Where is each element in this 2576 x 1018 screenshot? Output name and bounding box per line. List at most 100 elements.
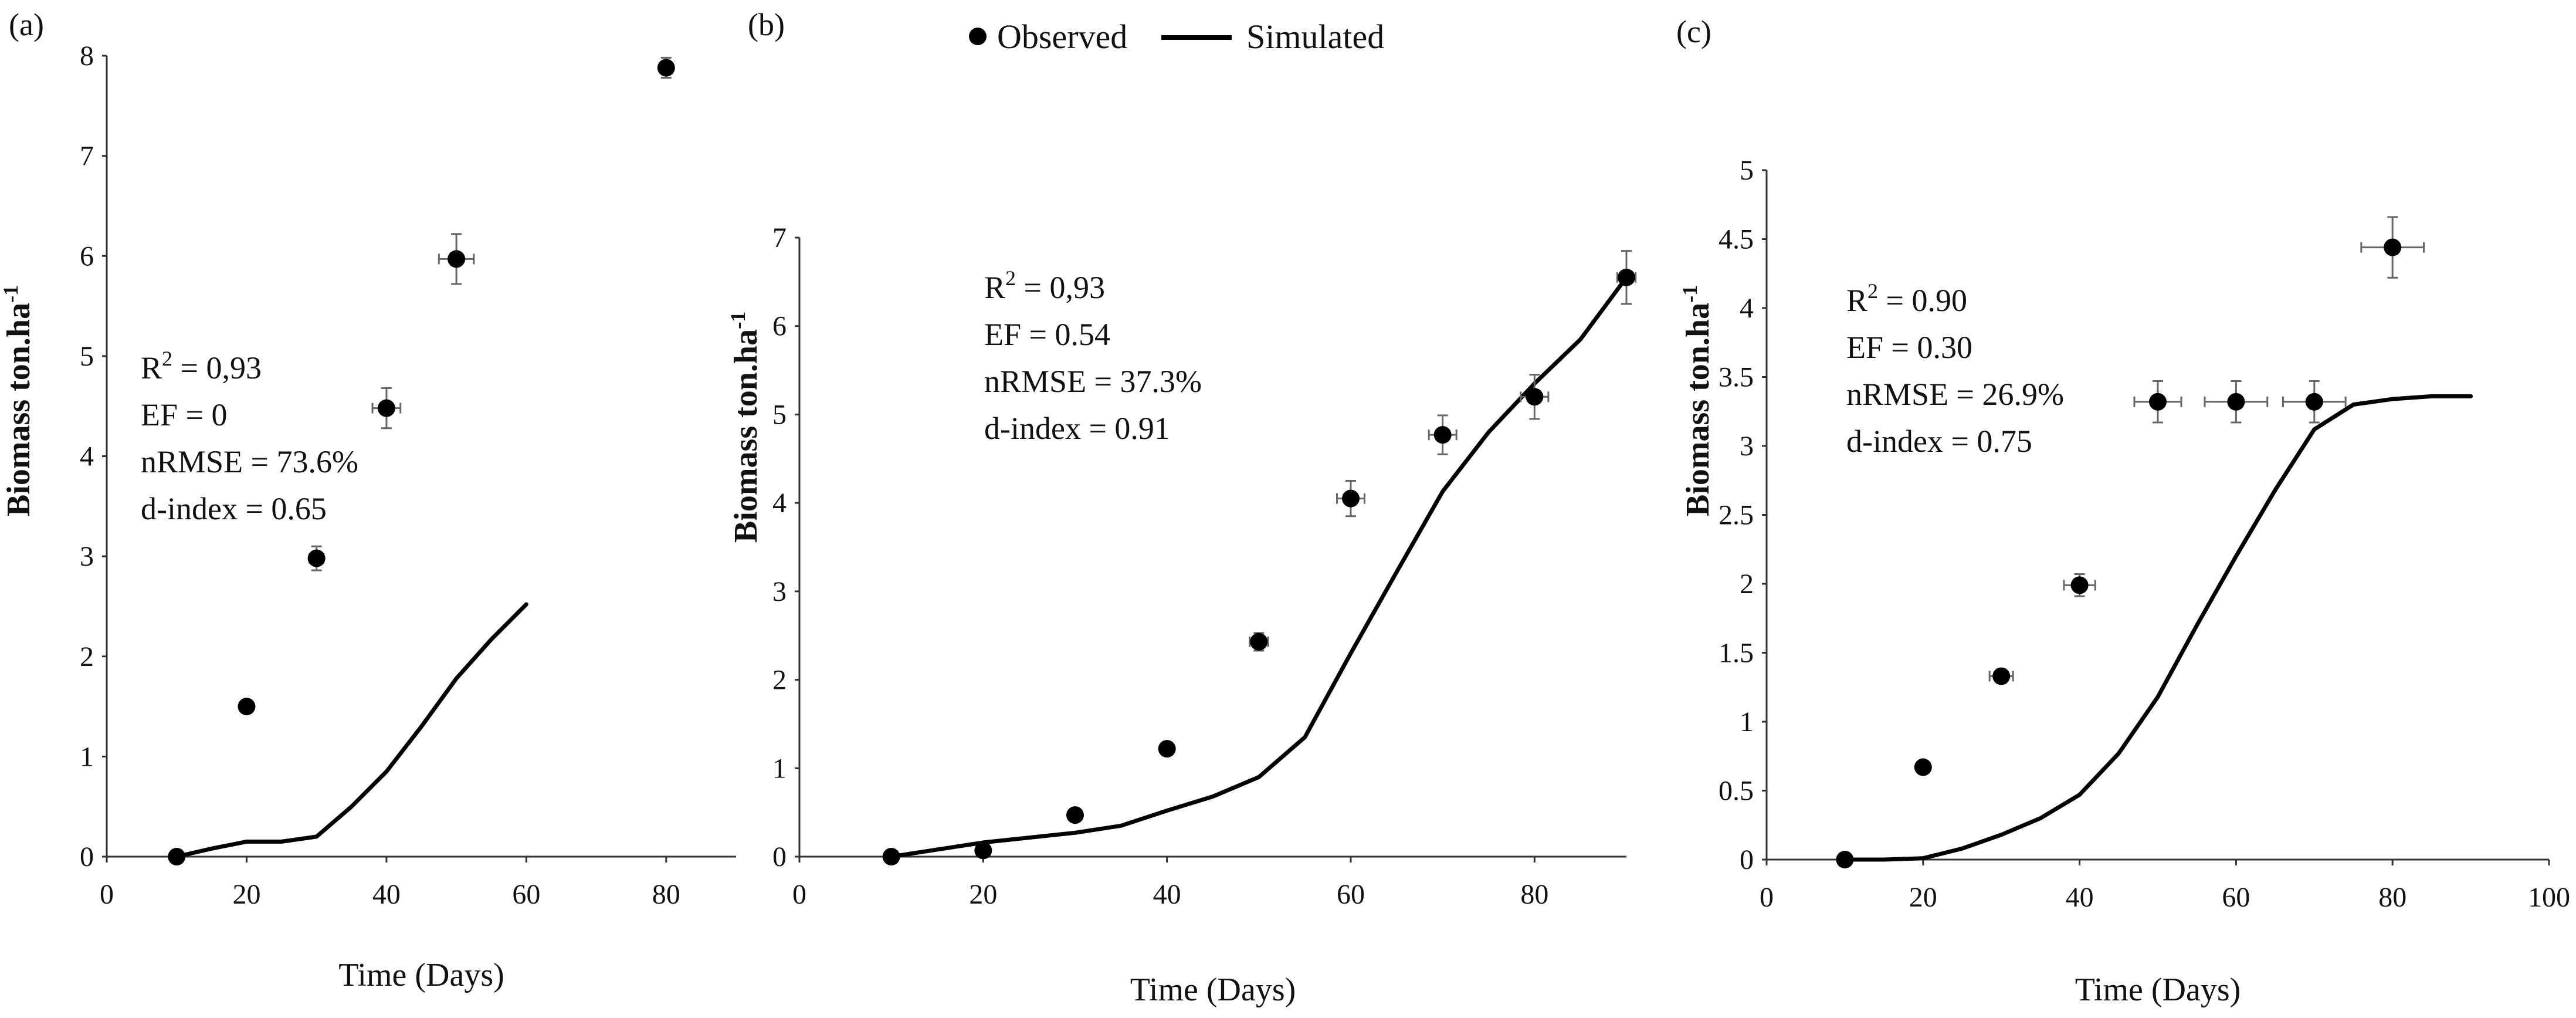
x-axis-title: Time (Days) [2075, 972, 2241, 1008]
stat-nrmse: nRMSE = 73.6% [141, 444, 358, 479]
y-tick-label: 2.5 [1719, 500, 1754, 531]
x-axis-title: Time (Days) [338, 957, 504, 993]
stat-ef: EF = 0 [141, 397, 227, 432]
y-tick-label: 5 [772, 399, 787, 430]
observed-point [1066, 806, 1084, 824]
simulated-line [1842, 394, 2473, 862]
y-tick-label: 1.5 [1719, 638, 1754, 669]
stat-r2: R2 = 0,93 [141, 347, 262, 385]
observed-point [1428, 414, 1458, 455]
y-tick-label: 3 [772, 576, 787, 607]
y-axis-title: Biomass ton.ha-1 [0, 285, 37, 516]
observed-point [1836, 851, 1854, 868]
stat-r2: R2 = 0,93 [984, 266, 1105, 305]
observed-point [1914, 758, 1932, 776]
observed-point [2063, 573, 2096, 597]
observed-point [168, 848, 186, 865]
observed-marker [2227, 393, 2245, 411]
observed-marker [2070, 576, 2089, 594]
observed-point [1520, 374, 1550, 420]
observed-point [974, 841, 992, 860]
panel-label: (c) [1676, 14, 1711, 49]
observed-marker [2384, 238, 2402, 256]
observed-point [657, 56, 675, 79]
stat-dindex: d-index = 0.65 [141, 491, 327, 526]
legend-observed-marker [969, 28, 987, 45]
observed-point [1988, 667, 2014, 685]
x-tick-label: 20 [969, 879, 997, 910]
stat-r2-superscript: 2 [1005, 266, 1016, 290]
x-tick-label: 100 [2528, 882, 2570, 913]
observed-point [238, 698, 256, 716]
stat-ef: EF = 0.30 [1846, 330, 1972, 365]
x-tick-label: 60 [1337, 879, 1365, 910]
y-tick-label: 1 [772, 753, 787, 784]
observed-marker [2305, 393, 2323, 411]
x-tick-label: 0 [792, 879, 806, 910]
observed-marker [307, 549, 326, 567]
x-tick-label: 0 [100, 879, 114, 910]
observed-marker [1342, 489, 1360, 508]
y-tick-label: 5 [1740, 155, 1754, 186]
observed-point [2360, 216, 2425, 279]
observed-marker [377, 399, 395, 417]
stat-nrmse: nRMSE = 26.9% [1846, 377, 2064, 412]
y-tick-label: 4 [1740, 293, 1754, 324]
observed-marker [1992, 667, 2011, 685]
observed-point [371, 387, 402, 429]
observed-marker [1914, 758, 1932, 776]
y-tick-label: 7 [80, 141, 94, 172]
y-tick-label: 1 [1740, 706, 1754, 738]
y-axis-title: Biomass ton.ha-1 [726, 312, 764, 543]
stat-r2-value: = 0.90 [1878, 283, 1967, 318]
simulated-line [889, 275, 1629, 859]
panel-label: (b) [748, 7, 785, 42]
y-tick-label: 0.5 [1719, 776, 1754, 807]
stat-r2: R2 = 0.90 [1846, 279, 1967, 318]
x-tick-label: 60 [2222, 882, 2250, 913]
y-tick-label: 2 [772, 665, 787, 696]
observed-marker [882, 848, 900, 865]
x-tick-label: 20 [232, 879, 260, 910]
y-axis-title-main: Biomass ton.ha [1, 303, 37, 516]
y-tick-label: 3 [1740, 431, 1754, 462]
y-tick-label: 0 [80, 841, 94, 872]
stat-r2-value: = 0,93 [172, 350, 262, 385]
observed-point [438, 233, 475, 285]
y-tick-label: 4 [772, 488, 787, 519]
y-tick-label: 4 [80, 441, 94, 472]
x-tick-label: 80 [2378, 882, 2406, 913]
observed-point [1158, 740, 1176, 758]
legend: Observed Simulated [969, 18, 1384, 56]
observed-point [1336, 479, 1365, 518]
observed-point [2282, 380, 2347, 424]
x-tick-label: 40 [2066, 882, 2094, 913]
y-axis-title-superscript: -1 [1678, 285, 1701, 303]
observed-point [2133, 380, 2182, 424]
y-tick-label: 0 [772, 841, 787, 872]
legend-observed-label: Observed [997, 18, 1127, 56]
stat-r2-value: = 0,93 [1016, 270, 1105, 305]
simulated-line [174, 602, 528, 859]
y-tick-label: 4.5 [1719, 224, 1754, 255]
observed-marker [1836, 851, 1854, 868]
x-tick-label: 40 [1153, 879, 1181, 910]
y-tick-label: 0 [1740, 844, 1754, 875]
observed-marker [974, 841, 992, 860]
x-tick-label: 40 [372, 879, 401, 910]
y-tick-label: 2 [80, 641, 94, 672]
stat-ef: EF = 0.54 [984, 317, 1110, 352]
stat-r2-superscript: 2 [1867, 279, 1878, 303]
observed-marker [2149, 393, 2167, 411]
observed-marker [1433, 426, 1452, 444]
x-tick-label: 20 [1909, 882, 1937, 913]
y-tick-label: 5 [80, 341, 94, 372]
y-tick-label: 3 [80, 541, 94, 572]
stat-r2-label: R [1846, 283, 1867, 318]
x-axis-title: Time (Days) [1130, 972, 1296, 1008]
observed-point [2204, 380, 2269, 424]
stat-dindex: d-index = 0.91 [984, 411, 1170, 446]
y-axis-title-main: Biomass ton.ha [728, 329, 764, 543]
legend-simulated-label: Simulated [1246, 18, 1384, 56]
observed-marker [238, 698, 256, 716]
